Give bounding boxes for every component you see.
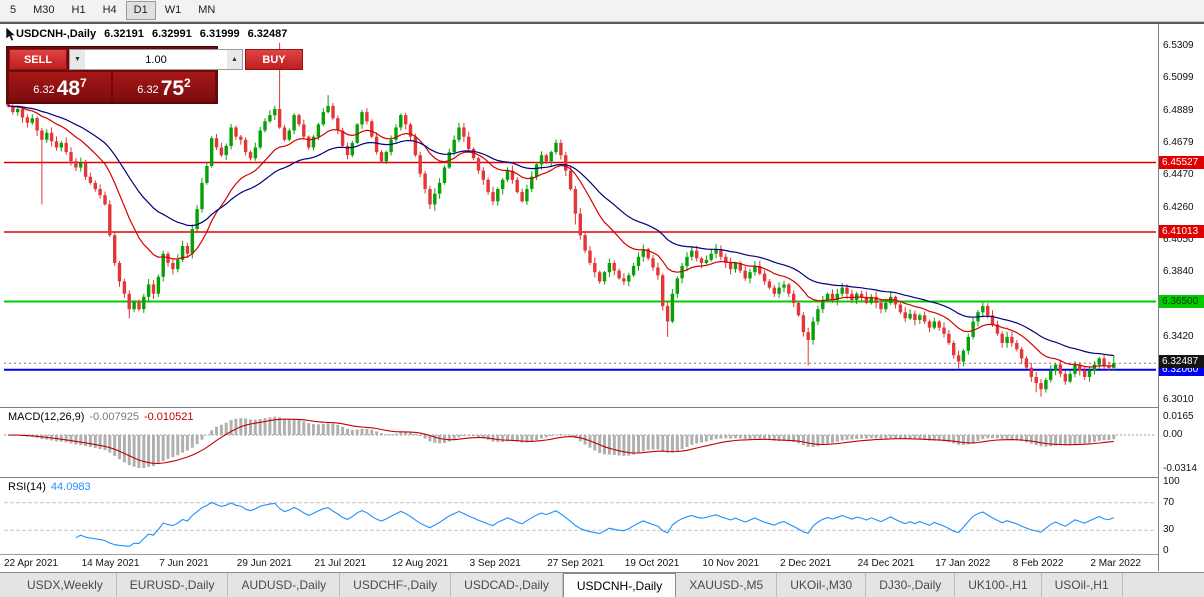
price-axis-label: 6.4679: [1163, 137, 1194, 148]
date-axis-label: 12 Aug 2021: [392, 558, 449, 569]
chart-tab[interactable]: USDCHF-,Daily: [340, 573, 452, 597]
chart-tab[interactable]: USDX,Weekly: [14, 573, 117, 597]
chart-tab-bar: USDX,Weekly EURUSD-,Daily AUDUSD-,Daily USD…: [0, 572, 1204, 597]
macd-main-value: -0.007925: [89, 411, 139, 423]
date-axis-label: 21 Jul 2021: [314, 558, 367, 569]
price-axis-label: 6.3840: [1163, 266, 1194, 278]
rsi-panel-separator[interactable]: [0, 477, 1158, 482]
date-axis-label: 29 Jun 2021: [236, 558, 292, 569]
date-axis-label: 14 May 2021: [81, 558, 140, 569]
date-axis-label: 19 Oct 2021: [624, 558, 680, 569]
buy-price-box[interactable]: 6.32 75 2: [113, 72, 215, 101]
price-axis-label: 6.5099: [1163, 72, 1194, 84]
sell-price-point: 7: [80, 76, 87, 90]
buy-price-pips: 75: [160, 77, 185, 100]
chart-tab[interactable]: UK100-,H1: [955, 573, 1042, 597]
buy-price-prefix: 6.32: [137, 84, 159, 96]
date-axis-label: 22 Apr 2021: [4, 558, 58, 569]
current-price-badge: 6.32487: [1159, 355, 1204, 369]
price-axis-label: 6.4050: [1163, 233, 1194, 245]
chart-tab[interactable]: EURUSD-,Daily: [117, 573, 229, 597]
price-level-badge: 6.36500: [1159, 294, 1204, 308]
volume-control: ▼ ▲: [69, 49, 243, 70]
date-axis-label: 24 Dec 2021: [857, 558, 915, 569]
timeframe-button-w1[interactable]: W1: [157, 1, 190, 20]
chart-ohlc-title: USDCNH-,Daily 6.32191 6.32991 6.31999 6.…: [16, 28, 292, 40]
macd-axis-label: 0.0165: [1163, 411, 1194, 423]
volume-decrease-button[interactable]: ▼: [70, 50, 85, 69]
sell-button[interactable]: SELL: [9, 49, 67, 70]
trade-panel-controls: SELL ▼ ▲ BUY: [9, 49, 303, 70]
price-level-badge: 6.41013: [1159, 225, 1204, 239]
price-axis-label: 6.5309: [1163, 40, 1194, 51]
ohlc-high: 6.32991: [151, 28, 192, 40]
date-axis-label: 17 Jan 2022: [935, 558, 991, 569]
one-click-trading-panel: SELL ▼ ▲ BUY 6.32 48 7 6.32 75 2: [6, 46, 303, 104]
macd-panel-separator[interactable]: [0, 407, 1158, 412]
sell-price-prefix: 6.32: [33, 84, 55, 96]
rsi-axis-label: 70: [1163, 496, 1175, 508]
date-axis-label: 27 Sep 2021: [547, 558, 604, 569]
macd-axis-label: -0.0314: [1163, 463, 1197, 475]
timeframe-button-d1[interactable]: D1: [125, 1, 156, 20]
price-axis-label: 6.3420: [1163, 330, 1194, 342]
timeframe-button-h1[interactable]: H1: [64, 1, 94, 20]
volume-input[interactable]: [85, 50, 227, 69]
timeframe-button-5[interactable]: 5: [2, 1, 24, 20]
timeframe-button-m30[interactable]: M30: [25, 1, 62, 20]
caret-down-icon: ▼: [74, 56, 81, 63]
date-axis-label: 2 Dec 2021: [780, 558, 832, 569]
macd-name: MACD(12,26,9): [8, 411, 85, 423]
price-axis[interactable]: 6.5309 6.5099 6.4889 6.4679 6.4470 6.4260 6.40…: [1158, 24, 1204, 571]
volume-increase-button[interactable]: ▲: [227, 50, 242, 69]
price-level-badge: 6.45527: [1159, 155, 1204, 169]
chart-tab[interactable]: AUDUSD-,Daily: [228, 573, 341, 597]
macd-axis-label: 0.00: [1163, 429, 1183, 440]
chart-tab[interactable]: USDCNH-,Daily: [562, 573, 677, 597]
mouse-cursor-icon: [6, 27, 17, 42]
price-axis-label: 6.4260: [1163, 201, 1194, 213]
buy-button[interactable]: BUY: [245, 49, 303, 70]
chart-symbol-period: USDCNH-,Daily: [16, 28, 97, 40]
ohlc-low: 6.31999: [199, 28, 240, 40]
chart-tab[interactable]: UKOil-,M30: [777, 573, 867, 597]
date-axis[interactable]: 22 Apr 2021 14 May 2021 7 Jun 2021 29 Jun 2…: [0, 554, 1158, 571]
ohlc-close: 6.32487: [247, 28, 288, 40]
macd-signal-value: -0.010521: [143, 411, 194, 423]
chart-tab[interactable]: USOil-,H1: [1042, 573, 1123, 597]
date-axis-label: 7 Jun 2021: [159, 558, 209, 569]
chart-tab[interactable]: XAUUSD-,M5: [676, 573, 778, 597]
price-axis-label: 6.3010: [1163, 394, 1194, 405]
date-axis-label: 2 Mar 2022: [1090, 558, 1141, 569]
rsi-axis-label: 0: [1163, 545, 1169, 556]
price-axis-label: 6.4889: [1163, 104, 1194, 116]
trade-panel-prices: 6.32 48 7 6.32 75 2: [9, 72, 215, 101]
buy-price-point: 2: [184, 76, 191, 90]
macd-indicator-title: MACD(12,26,9) -0.007925 -0.010521: [8, 411, 194, 423]
date-axis-label: 10 Nov 2021: [702, 558, 760, 569]
timeframe-button-mn[interactable]: MN: [190, 1, 223, 20]
rsi-axis-label: 100: [1163, 476, 1180, 487]
sell-price-box[interactable]: 6.32 48 7: [9, 72, 111, 101]
rsi-axis-label: 30: [1163, 524, 1175, 536]
chart-tab[interactable]: DJ30-,Daily: [866, 573, 956, 597]
timeframe-toolbar: 5 M30 H1 H4 D1 W1 MN: [0, 0, 1204, 22]
chart-window-border: [0, 22, 1204, 24]
ohlc-open: 6.32191: [104, 28, 144, 40]
sell-price-pips: 48: [56, 77, 81, 100]
caret-up-icon: ▲: [231, 56, 238, 63]
rsi-indicator-title: RSI(14) 44.0983: [8, 481, 91, 493]
chart-tab[interactable]: USDCAD-,Daily: [451, 573, 563, 597]
price-axis-label: 6.4470: [1163, 169, 1194, 181]
timeframe-button-h4[interactable]: H4: [95, 1, 125, 20]
date-axis-label: 8 Feb 2022: [1012, 558, 1064, 569]
rsi-value: 44.0983: [50, 481, 91, 493]
date-axis-label: 3 Sep 2021: [469, 558, 521, 569]
rsi-name: RSI(14): [8, 481, 46, 493]
